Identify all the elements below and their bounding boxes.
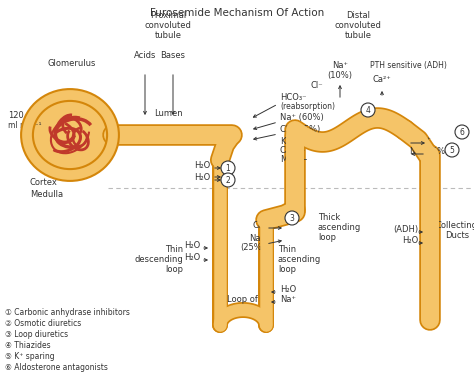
Text: ② Osmotic diuretics: ② Osmotic diuretics: [5, 319, 81, 328]
Text: Na⁺: Na⁺: [249, 234, 265, 243]
Text: PTH sensitive (ADH): PTH sensitive (ADH): [370, 61, 447, 70]
Text: Ca²⁺←: Ca²⁺←: [280, 146, 306, 155]
Text: ③ Loop diuretics: ③ Loop diuretics: [5, 330, 68, 339]
Text: H₂O: H₂O: [402, 236, 418, 245]
Text: Cl⁻ (45%): Cl⁻ (45%): [280, 125, 320, 134]
Text: K⁺←: K⁺←: [280, 137, 297, 146]
Text: Lumen: Lumen: [154, 109, 182, 118]
Text: 120: 120: [8, 111, 24, 120]
Text: Collecting: Collecting: [436, 221, 474, 230]
Text: tubule: tubule: [345, 31, 372, 40]
Text: (10%): (10%): [328, 71, 353, 80]
Text: ml min⁻¹: ml min⁻¹: [8, 121, 42, 130]
Text: Henle: Henle: [230, 305, 255, 314]
Text: Na⁺: Na⁺: [280, 295, 296, 304]
Text: convoluted: convoluted: [145, 21, 191, 30]
Text: ⑥ Aldosterone antagonists: ⑥ Aldosterone antagonists: [5, 363, 108, 372]
Text: Mg²⁺←: Mg²⁺←: [280, 155, 307, 164]
Text: ④ Thiazides: ④ Thiazides: [5, 341, 51, 350]
Text: H₂O: H₂O: [194, 161, 210, 170]
Text: ascending: ascending: [278, 255, 321, 264]
Text: descending: descending: [134, 255, 183, 264]
Text: H₂O: H₂O: [280, 285, 296, 294]
Text: loop: loop: [278, 265, 296, 274]
Text: Cl⁻: Cl⁻: [310, 81, 323, 90]
Text: 5: 5: [449, 145, 455, 154]
Text: loop: loop: [318, 233, 336, 242]
Text: Loop of: Loop of: [227, 295, 257, 304]
Circle shape: [285, 211, 299, 225]
Text: Bases: Bases: [161, 51, 185, 60]
Text: H₂O: H₂O: [194, 173, 210, 182]
Text: (reabsorption): (reabsorption): [280, 102, 335, 111]
Text: 3: 3: [290, 214, 294, 223]
Circle shape: [445, 143, 459, 157]
Text: Thick: Thick: [318, 213, 340, 222]
Text: 6: 6: [460, 128, 465, 137]
Text: H₂O: H₂O: [184, 253, 200, 262]
Ellipse shape: [27, 95, 113, 175]
Text: Glomerulus: Glomerulus: [48, 59, 96, 68]
Text: Na⁺ (60%): Na⁺ (60%): [280, 113, 324, 122]
Text: tubule: tubule: [155, 31, 182, 40]
Text: 1: 1: [226, 163, 230, 172]
Text: Na⁺: Na⁺: [332, 61, 348, 70]
Text: Cl⁻: Cl⁻: [252, 221, 265, 230]
Text: HCO₃⁻: HCO₃⁻: [280, 93, 307, 102]
Text: ⑤ K⁺ sparing: ⑤ K⁺ sparing: [5, 352, 55, 361]
Text: Distal: Distal: [346, 11, 370, 20]
Text: Thin: Thin: [278, 245, 296, 254]
Text: (25%): (25%): [240, 243, 265, 252]
Text: K⁺H⁺: K⁺H⁺: [410, 136, 431, 145]
Circle shape: [221, 173, 235, 187]
Text: 4: 4: [365, 105, 371, 114]
Text: 2: 2: [226, 175, 230, 184]
Circle shape: [221, 161, 235, 175]
Text: loop: loop: [165, 265, 183, 274]
Text: ① Carbonic anhydrase inhibitors: ① Carbonic anhydrase inhibitors: [5, 308, 130, 317]
Text: (ADH): (ADH): [393, 225, 418, 234]
Text: Ca²⁺: Ca²⁺: [373, 75, 392, 84]
Circle shape: [455, 125, 469, 139]
Text: Acids: Acids: [134, 51, 156, 60]
Text: H₂O: H₂O: [184, 241, 200, 250]
Text: Medulla: Medulla: [30, 190, 63, 199]
Text: Ducts: Ducts: [445, 231, 469, 240]
Text: Thin: Thin: [165, 245, 183, 254]
Circle shape: [361, 103, 375, 117]
Text: Proximal: Proximal: [150, 11, 186, 20]
Text: ascending: ascending: [318, 223, 361, 232]
Text: convoluted: convoluted: [335, 21, 382, 30]
Text: Furosemide Mechanism Of Action: Furosemide Mechanism Of Action: [150, 8, 324, 18]
Text: Cortex: Cortex: [30, 178, 58, 187]
Text: Na⁺ (5%): Na⁺ (5%): [410, 147, 448, 156]
